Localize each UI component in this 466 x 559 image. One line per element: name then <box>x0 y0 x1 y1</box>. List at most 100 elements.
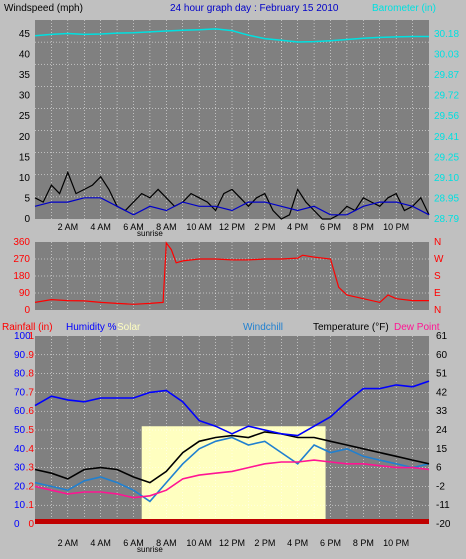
x-tick-label: 8 AM <box>156 222 177 232</box>
barometer-tick-label: 29.87 <box>434 70 459 81</box>
panel2-series <box>34 241 429 305</box>
x-tick-label: 8 PM <box>353 538 374 548</box>
x-tick-label: 2 AM <box>58 538 79 548</box>
barometer-tick-label: 29.41 <box>434 132 459 143</box>
humidity-temperature-panel: Rainfall (in) Humidity % Solar Windchill… <box>2 322 451 554</box>
x-tick-label: 4 AM <box>90 538 111 548</box>
windspeed-tick-label: 25 <box>19 111 31 122</box>
windspeed-tick-label: 5 <box>24 193 30 204</box>
windchill-label: Windchill <box>243 322 283 333</box>
compass-point-label: E <box>434 288 441 299</box>
humidity-tick-label: 70 <box>14 387 26 398</box>
compass-point-label: W <box>434 254 444 265</box>
temperature-line <box>34 431 430 484</box>
barometer-tick-label: 30.18 <box>434 29 459 40</box>
windspeed-tick-label: 40 <box>19 50 31 61</box>
x-tick-label: 4 PM <box>287 222 308 232</box>
rainfall-tick-label: 0 <box>28 519 34 530</box>
rainfall-tick-label: .4 <box>26 444 35 455</box>
x-tick-label: 6 AM <box>123 222 144 232</box>
x-tick-label: 6 PM <box>320 538 341 548</box>
x-tick-label: 4 AM <box>90 222 111 232</box>
temperature-tick-label: 51 <box>436 369 448 380</box>
temperature-tick-label: -11 <box>436 500 450 511</box>
panel3-x-axis: 2 AM 4 AM 6 AM 8 AM 10 AM 12 PM 2 PM 4 PM 6 PM 8 … <box>58 538 410 548</box>
direction-degree-label: 0 <box>24 305 30 316</box>
humidity-tick-label: 80 <box>14 369 26 380</box>
x-tick-label: 2 PM <box>254 222 275 232</box>
temperature-tick-label: -20 <box>436 519 451 530</box>
windchill-line <box>34 436 430 503</box>
wind-average-line <box>34 197 430 216</box>
x-tick-label: 10 PM <box>383 538 409 548</box>
x-tick-label: 12 PM <box>219 222 245 232</box>
temperature-tick-label: 24 <box>436 425 448 436</box>
compass-point-label: N <box>434 305 441 316</box>
chart-title: 24 hour graph day : February 15 2010 <box>170 3 339 14</box>
panel3-grid <box>35 336 429 524</box>
temperature-axis-label: Temperature (°F) <box>313 322 389 333</box>
barometer-line <box>34 28 429 43</box>
panel3-left-axis: 01020304050607080901000.1.2.3.4.5.6.7.8.… <box>14 331 34 530</box>
humidity-tick-label: 0 <box>14 519 20 530</box>
panel3-sunrise-label: sunrise <box>137 545 163 554</box>
wind-direction-line <box>34 241 429 305</box>
solar-band <box>141 426 326 524</box>
humidity-tick-label: 100 <box>14 331 31 342</box>
x-tick-label: 6 AM <box>123 538 144 548</box>
humidity-tick-label: 90 <box>14 350 26 361</box>
rainfall-tick-label: .3 <box>26 463 35 474</box>
rainfall-bar <box>35 519 429 524</box>
wind-gust-line <box>34 170 430 220</box>
solar-radiation-area <box>141 426 326 524</box>
windspeed-tick-label: 20 <box>19 132 31 143</box>
humidity-tick-label: 40 <box>14 444 26 455</box>
x-tick-label: 8 PM <box>353 222 374 232</box>
x-tick-label: 2 AM <box>58 222 79 232</box>
x-tick-label: 10 AM <box>186 222 212 232</box>
dewpoint-line <box>34 459 430 499</box>
barometer-tick-label: 28.95 <box>434 193 459 204</box>
barometer-tick-label: 29.25 <box>434 152 459 163</box>
barometer-tick-label: 29.72 <box>434 91 459 102</box>
x-tick-label: 10 AM <box>186 538 212 548</box>
panel2-left-axis: 0 90 180 270 360 <box>13 237 30 316</box>
dewpoint-label: Dew Point <box>394 322 440 333</box>
humidity-tick-label: 20 <box>14 481 26 492</box>
temperature-tick-label: 42 <box>436 387 448 398</box>
direction-degree-label: 360 <box>13 237 30 248</box>
x-tick-label: 4 PM <box>287 538 308 548</box>
humidity-tick-label: 60 <box>14 406 26 417</box>
panel2-grid <box>35 242 429 310</box>
humidity-tick-label: 50 <box>14 425 26 436</box>
panel3-series <box>34 380 430 503</box>
humidity-tick-label: 30 <box>14 463 26 474</box>
panel1-sunrise-label: sunrise <box>137 229 163 238</box>
humidity-tick-label: 10 <box>14 500 26 511</box>
rainfall-tick-label: .7 <box>26 387 35 398</box>
rainfall-axis-label: Rainfall (in) <box>2 322 53 333</box>
rainfall-tick-label: .6 <box>26 406 35 417</box>
panel3-right-axis: -20 -11 -2 6 15 24 33 42 51 60 61 <box>436 331 451 530</box>
panel1-x-axis: 2 AM 4 AM 6 AM 8 AM 10 AM 12 PM 2 PM 4 PM 6 PM 8 … <box>58 222 410 232</box>
x-tick-label: 12 PM <box>219 538 245 548</box>
rainfall-tick-label: .1 <box>26 500 35 511</box>
direction-degree-label: 180 <box>13 271 30 282</box>
temperature-tick-label: 60 <box>436 350 448 361</box>
windspeed-tick-label: 0 <box>24 214 30 225</box>
windspeed-tick-label: 45 <box>19 29 31 40</box>
x-tick-label: 8 AM <box>156 538 177 548</box>
compass-point-label: S <box>434 271 441 282</box>
compass-point-label: N <box>434 237 441 248</box>
temperature-tick-label: 15 <box>436 444 448 455</box>
x-tick-label: 2 PM <box>254 538 275 548</box>
solar-label: Solar <box>117 322 141 333</box>
barometer-tick-label: 29.10 <box>434 173 459 184</box>
windspeed-axis-label: Windspeed (mph) <box>4 3 83 14</box>
x-tick-label: 6 PM <box>320 222 341 232</box>
